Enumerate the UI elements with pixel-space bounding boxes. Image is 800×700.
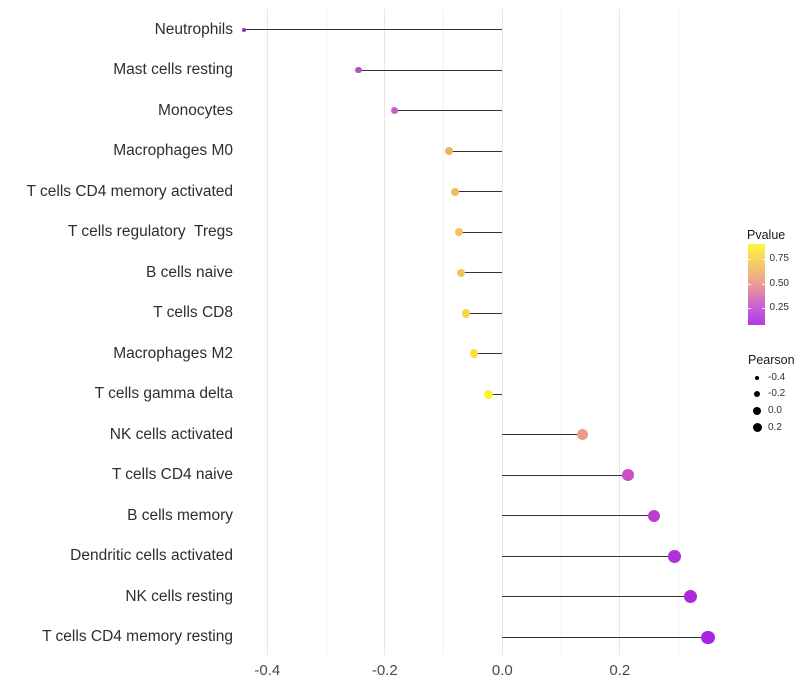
lollipop-stem (458, 231, 503, 233)
lollipop-dot (390, 107, 398, 115)
lollipop-dot (684, 590, 698, 604)
lollipop-stem (465, 312, 503, 314)
pearson-legend-label: -0.2 (768, 388, 786, 400)
pvalue-tickmark (761, 307, 765, 309)
category-label: B cells memory (127, 506, 233, 524)
pvalue-tickmark (747, 283, 751, 285)
pvalue-colorbar (747, 244, 765, 325)
category-label: B cells naive (145, 263, 233, 281)
pvalue-tickmark (761, 259, 765, 261)
pearson-legend-label: 0.2 (768, 421, 782, 433)
lollipop-dot (647, 509, 660, 522)
pvalue-tickmark (747, 259, 751, 261)
lollipop-dot (454, 228, 463, 237)
category-label: Monocytes (158, 101, 233, 119)
category-label: Mast cells resting (113, 61, 233, 79)
lollipop-stem (502, 636, 708, 638)
lollipop-dot (701, 630, 715, 644)
lollipop-dot (668, 549, 681, 563)
category-label: NK cells activated (109, 425, 233, 443)
gridline-major (384, 9, 386, 655)
x-tick-label: -0.2 (371, 662, 398, 679)
lollipop-dot (577, 429, 589, 441)
pvalue-legend-title: Pvalue (747, 228, 786, 242)
lollipop-dot (622, 469, 634, 482)
pearson-legend-label: -0.4 (768, 371, 786, 383)
lollipop-stem (502, 555, 675, 557)
category-label: Dendritic cells activated (70, 547, 233, 565)
lollipop-stem (488, 393, 503, 395)
lollipop-stem (502, 515, 654, 517)
category-label: T cells CD8 (153, 304, 233, 322)
category-label: Neutrophils (154, 20, 233, 38)
lollipop-stem (461, 272, 503, 274)
category-label: T cells gamma delta (94, 385, 233, 403)
category-label: T cells CD4 memory activated (26, 182, 233, 200)
gridline-minor (443, 9, 445, 655)
pvalue-tick-label: 0.50 (769, 277, 789, 289)
lollipop-stem (454, 191, 503, 193)
category-label: T cells regulatory Tregs (67, 223, 233, 241)
pearson-legend-dot (753, 391, 761, 398)
gridline-major (501, 9, 503, 655)
gridline-major (266, 9, 268, 655)
gridline-minor (678, 9, 680, 655)
pearson-legend-dot (754, 375, 760, 380)
pvalue-tickmark (761, 283, 765, 285)
x-tick-label: 0.2 (609, 662, 631, 679)
lollipop-dot (461, 309, 471, 318)
pearson-legend-label: 0.0 (768, 404, 782, 416)
lollipop-dot (444, 147, 453, 156)
category-label: Macrophages M2 (113, 344, 233, 362)
pearson-legend-dot (752, 423, 762, 432)
category-label: Macrophages M0 (113, 142, 233, 160)
lollipop-stem (448, 150, 503, 152)
pvalue-tickmark (747, 307, 751, 309)
lollipop-dot (450, 187, 459, 196)
lollipop-stem (502, 474, 629, 476)
lollipop-dot (456, 268, 466, 277)
gridline-minor (325, 9, 327, 655)
lollipop-stem (394, 110, 503, 112)
lollipop-stem (502, 596, 691, 598)
lollipop-stem (358, 69, 503, 71)
pearson-legend-title: Pearson (748, 353, 795, 367)
lollipop-stem (502, 434, 583, 436)
lollipop-dot (241, 27, 246, 32)
lollipop-stem (243, 29, 503, 31)
gridline-minor (560, 9, 562, 655)
lollipop-dot (483, 389, 493, 399)
pvalue-tick-label: 0.25 (769, 301, 789, 313)
lollipop-stem (474, 353, 503, 355)
category-label: NK cells resting (125, 587, 233, 605)
lollipop-dot (469, 349, 479, 359)
category-label: T cells CD4 naive (111, 466, 233, 484)
lollipop-dot (355, 67, 362, 74)
x-tick-label: 0.0 (491, 662, 513, 679)
pvalue-tick-label: 0.75 (769, 253, 789, 265)
x-tick-label: -0.4 (254, 662, 281, 679)
gridline-major (619, 9, 621, 655)
category-label: T cells CD4 memory resting (42, 628, 233, 646)
pearson-legend-dot (753, 406, 761, 415)
